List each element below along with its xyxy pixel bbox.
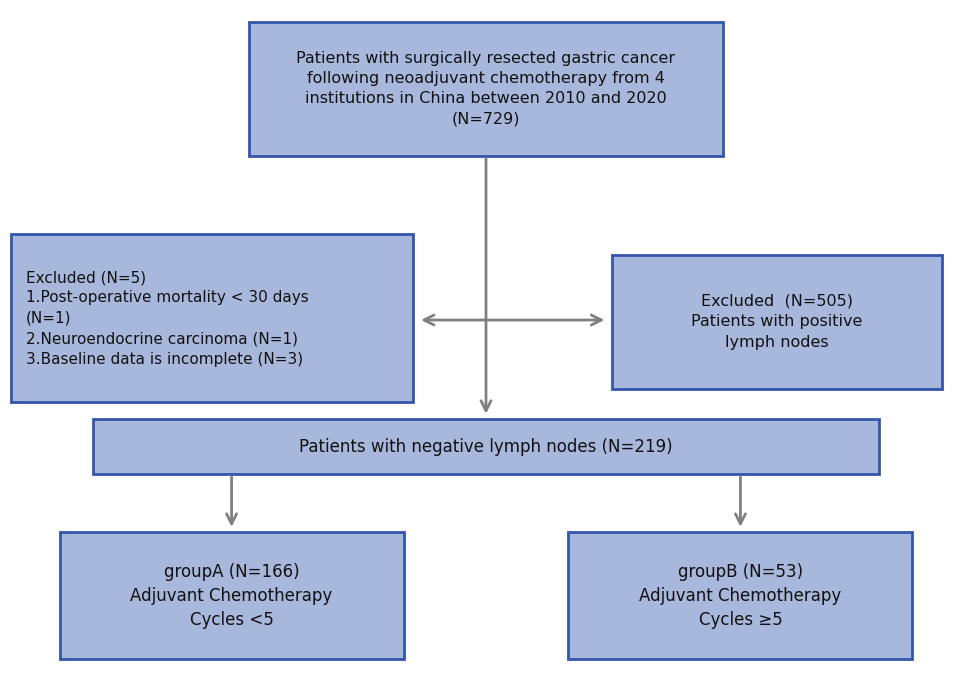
- Text: Patients with negative lymph nodes (N=219): Patients with negative lymph nodes (N=21…: [299, 438, 673, 455]
- Text: Excluded  (N=505)
Patients with positive
lymph nodes: Excluded (N=505) Patients with positive …: [691, 294, 862, 350]
- FancyBboxPatch shape: [59, 533, 403, 659]
- FancyBboxPatch shape: [11, 235, 413, 402]
- FancyBboxPatch shape: [93, 420, 879, 474]
- Text: Excluded (N=5)
1.Post-operative mortality < 30 days
(N=1)
2.Neuroendocrine carci: Excluded (N=5) 1.Post-operative mortalit…: [25, 270, 308, 367]
- FancyBboxPatch shape: [612, 255, 942, 389]
- Text: Patients with surgically resected gastric cancer
following neoadjuvant chemother: Patients with surgically resected gastri…: [296, 51, 676, 127]
- FancyBboxPatch shape: [569, 533, 913, 659]
- Text: groupB (N=53)
Adjuvant Chemotherapy
Cycles ≥5: groupB (N=53) Adjuvant Chemotherapy Cycl…: [640, 563, 842, 629]
- FancyBboxPatch shape: [249, 22, 723, 155]
- Text: groupA (N=166)
Adjuvant Chemotherapy
Cycles <5: groupA (N=166) Adjuvant Chemotherapy Cyc…: [130, 563, 332, 629]
